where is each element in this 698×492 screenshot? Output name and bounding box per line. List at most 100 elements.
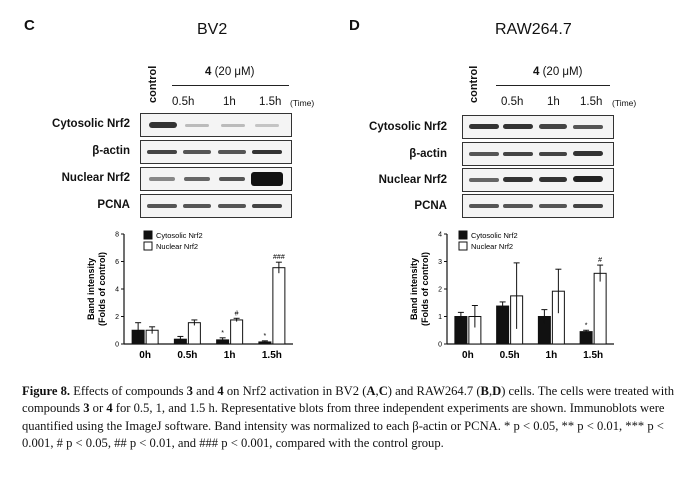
compound-ref: 3 — [186, 384, 193, 398]
y-tick-label: 6 — [115, 259, 119, 266]
caption-text: ) and RAW264.7 ( — [387, 384, 481, 398]
x-tick-label: 0.5h — [500, 350, 520, 361]
y-axis-label: Band intensity — [409, 258, 419, 320]
time-label-2: 1.5h — [580, 96, 603, 108]
treatment-dose: (20 μM) — [539, 66, 583, 78]
y-axis-label-units: (Folds of control) — [97, 252, 107, 326]
compound-ref: 4 — [217, 384, 224, 398]
y-tick-label: 0 — [438, 342, 442, 349]
blot-nuclear — [462, 168, 614, 192]
legend-swatch — [458, 241, 468, 251]
treatment-line — [496, 85, 610, 86]
panel-ref: A — [366, 384, 376, 398]
band — [503, 177, 533, 182]
band — [469, 124, 499, 129]
band — [221, 124, 245, 127]
y-tick-label: 8 — [115, 232, 119, 239]
y-tick-label: 3 — [438, 259, 442, 266]
band — [147, 204, 177, 208]
y-axis-label: Band intensity — [86, 258, 96, 320]
band — [503, 204, 533, 208]
time-label-1: 1h — [223, 96, 236, 108]
significance-mark: # — [235, 310, 239, 317]
band — [539, 204, 567, 208]
time-unit: (Time) — [612, 98, 637, 108]
band — [183, 150, 211, 154]
treatment-label: 4 (20 μM) — [533, 66, 583, 78]
band — [218, 150, 246, 154]
y-axis-label-units: (Folds of control) — [420, 252, 430, 326]
blot-actin — [140, 140, 292, 164]
bar-chart-c: 0 2 4 6 8 Band intensity (Folds of control) 0h 0… — [86, 230, 293, 361]
band — [149, 122, 177, 128]
x-tick-label: 1.5h — [262, 350, 282, 361]
time-label-2: 1.5h — [259, 96, 282, 108]
band — [539, 152, 567, 156]
panel-d: D RAW264.7 control 4 (20 μM) 0.5h 1h 1.5… — [349, 0, 698, 372]
compound-ref: 3 — [83, 401, 90, 416]
panel-ref: B — [480, 384, 489, 398]
band — [539, 124, 567, 129]
caption-label: Figure 8. — [22, 384, 71, 398]
panel-letter: D — [349, 17, 360, 34]
band — [183, 204, 211, 208]
treatment-label: 4 (20 μM) — [205, 66, 255, 78]
x-tick-label: 0.5h — [177, 350, 197, 361]
time-label-0: 0.5h — [172, 96, 195, 108]
x-tick-label: 1h — [224, 350, 236, 361]
band — [252, 150, 282, 154]
blot-label-pcna: PCNA — [414, 200, 447, 212]
significance-mark: * — [585, 322, 588, 329]
band — [573, 204, 603, 208]
y-tick-label: 2 — [438, 287, 442, 294]
caption-text: and — [192, 384, 218, 398]
y-tick-label: 4 — [115, 287, 119, 294]
y-tick-label: 0 — [115, 342, 119, 349]
figure-caption: Figure 8. Effects of compounds 3 and 4 o… — [22, 383, 682, 453]
time-unit: (Time) — [290, 98, 315, 108]
legend-swatch — [458, 230, 468, 240]
significance-mark: # — [598, 257, 602, 264]
blot-label-cytosolic: Cytosolic Nrf2 — [52, 118, 130, 130]
panel-ref: C — [378, 384, 388, 398]
band — [219, 177, 245, 181]
blot-pcna — [462, 194, 614, 218]
blot-label-actin: β-actin — [92, 145, 130, 157]
time-label-1: 1h — [547, 96, 560, 108]
caption-text: for 0.5, 1, and 1.5 h. Representative bl… — [22, 401, 665, 451]
x-tick-label: 0h — [462, 350, 474, 361]
band — [503, 152, 533, 156]
band — [252, 204, 282, 208]
band — [184, 177, 210, 181]
x-tick-label: 0h — [139, 350, 151, 361]
panel-title: BV2 — [197, 21, 228, 38]
band — [573, 176, 603, 182]
x-tick-label: 1h — [546, 350, 558, 361]
caption-text: on Nrf2 activation in BV2 ( — [223, 384, 367, 398]
band — [573, 151, 603, 156]
band — [503, 124, 533, 129]
bar-chart-d: 0 1 2 3 4 Band intensity (Folds of control) 0h 0… — [409, 230, 614, 361]
band — [149, 177, 175, 181]
legend-label: Nuclear Nrf2 — [471, 242, 513, 251]
blot-label-nuclear: Nuclear Nrf2 — [61, 172, 130, 184]
compound-ref: 4 — [106, 401, 113, 416]
caption-text: , — [488, 384, 493, 398]
panel-title: RAW264.7 — [495, 21, 572, 38]
band — [539, 177, 567, 182]
significance-mark: ### — [273, 254, 285, 261]
caption-text: , — [375, 384, 379, 398]
blot-label-pcna: PCNA — [97, 199, 130, 211]
bar — [272, 267, 286, 345]
band — [255, 124, 279, 127]
blot-pcna — [140, 194, 292, 218]
y-tick-label: 4 — [438, 232, 442, 239]
band — [469, 204, 499, 208]
caption-text: or — [89, 401, 107, 416]
panel-ref: D — [492, 384, 502, 398]
blot-actin — [462, 142, 614, 166]
legend-swatch — [143, 230, 153, 240]
bar — [593, 272, 607, 345]
bar — [579, 331, 593, 345]
legend-label: Nuclear Nrf2 — [156, 242, 198, 251]
